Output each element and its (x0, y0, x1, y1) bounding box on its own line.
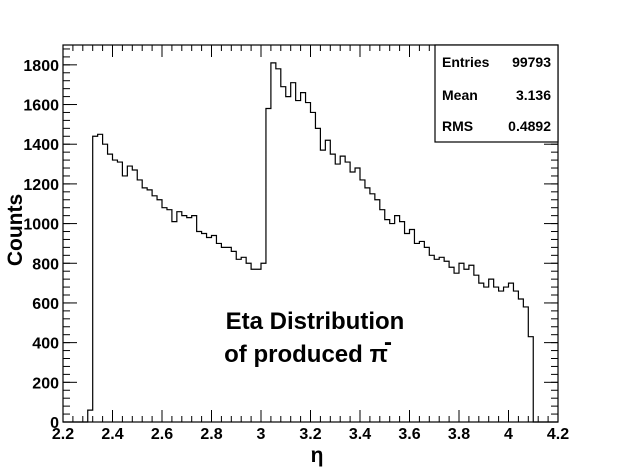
x-tick-label: 3.2 (299, 426, 321, 443)
stats-mean-value: 3.136 (516, 87, 551, 103)
stats-entries-label: Entries (442, 54, 490, 70)
x-tick-label: 3.4 (349, 426, 371, 443)
y-tick-label: 1000 (23, 217, 59, 234)
y-tick-label: 1800 (23, 58, 59, 75)
x-tick-label: 3 (257, 426, 266, 443)
stats-rms-value: 0.4892 (508, 118, 551, 134)
stats-rms-label: RMS (442, 118, 473, 134)
y-tick-label: 1400 (23, 137, 59, 154)
x-tick-label: 2.4 (101, 426, 123, 443)
y-tick-label: 0 (50, 415, 59, 432)
annotation-superscript: - (384, 329, 392, 356)
y-tick-label: 400 (32, 336, 59, 353)
x-tick-label: 2.6 (151, 426, 173, 443)
y-tick-label: 600 (32, 296, 59, 313)
y-tick-label: 1600 (23, 98, 59, 115)
y-tick-label: 800 (32, 256, 59, 273)
x-tick-label: 4 (504, 426, 513, 443)
x-tick-label: 4.2 (547, 426, 569, 443)
stats-entries-value: 99793 (512, 54, 551, 70)
x-tick-label: 3.8 (448, 426, 470, 443)
x-tick-label: 3.6 (398, 426, 420, 443)
stats-box (434, 44, 559, 143)
y-tick-label: 200 (32, 375, 59, 392)
y-axis-title: Counts (4, 194, 27, 266)
x-tick-label: 2.2 (52, 426, 74, 443)
y-tick-label: 1200 (23, 177, 59, 194)
annotation-line-1: Eta Distribution (226, 308, 405, 335)
x-axis-title: η (311, 444, 324, 467)
histogram-series (63, 62, 558, 423)
annotation-line-2: of produced π (224, 341, 388, 368)
stats-mean-label: Mean (442, 87, 478, 103)
x-tick-label: 2.8 (200, 426, 222, 443)
